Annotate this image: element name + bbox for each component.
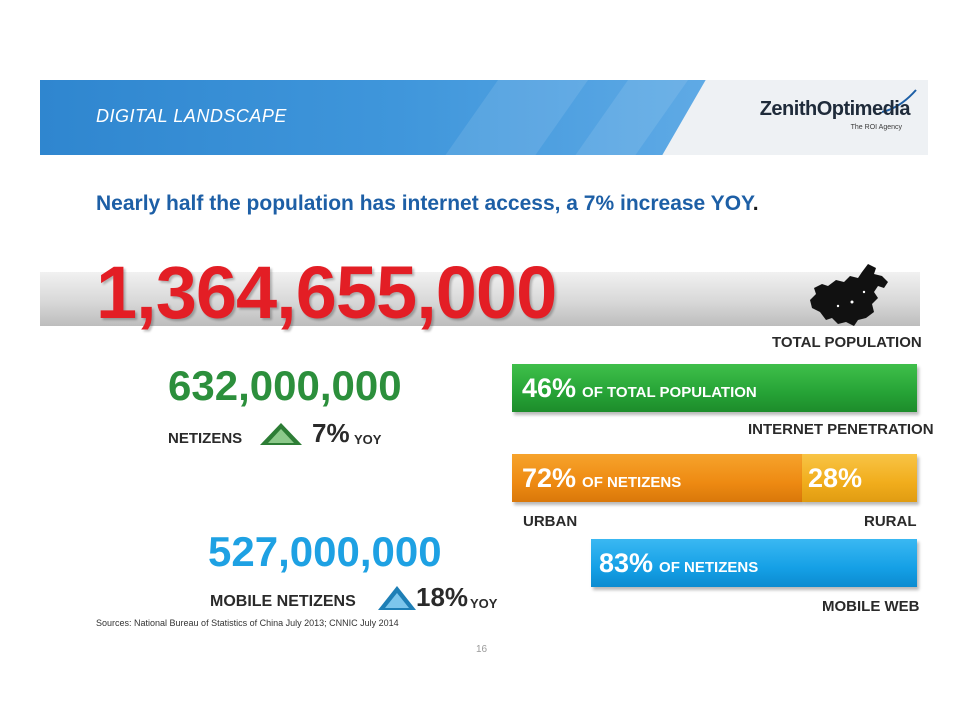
urban-bar: 72% OF NETIZENS	[512, 454, 802, 502]
number-band	[40, 272, 920, 326]
urban-value: 72%	[522, 463, 577, 493]
netizens-label: NETIZENS	[168, 430, 243, 447]
logo-tagline: The ROI Agency	[850, 124, 902, 131]
internet-penetration-bar: 46% OF TOTAL POPULATION	[512, 364, 917, 412]
urban-label: URBAN	[523, 513, 578, 530]
logo-panel	[728, 80, 928, 155]
up-triangle-icon	[260, 423, 302, 445]
logo-swoosh-icon	[881, 89, 917, 113]
rural-label: RURAL	[864, 513, 917, 530]
up-triangle-icon	[378, 586, 416, 610]
mobile-netizens-number: 527,000,000	[208, 528, 442, 575]
mobile-web-text: OF NETIZENS	[659, 559, 759, 576]
china-map-icon	[810, 264, 888, 326]
headline: Nearly half the population has internet …	[96, 192, 759, 216]
mobile-web-label: MOBILE WEB	[822, 598, 920, 615]
section-title: DIGITAL LANDSCAPE	[96, 106, 287, 126]
mobile-web-value: 83%	[599, 548, 654, 578]
mobile-web-bar: 83% OF NETIZENS	[591, 539, 917, 587]
urban-bar-text: 72% OF NETIZENS	[522, 463, 681, 494]
rural-bar: 28%	[802, 454, 917, 502]
mobile-netizens-label: MOBILE NETIZENS	[210, 593, 356, 610]
total-population-label: TOTAL POPULATION	[772, 334, 922, 351]
logo-name: ZenithOptimedia	[759, 98, 911, 120]
headline-text: Nearly half the population has internet …	[96, 192, 753, 215]
mobile-netizens-change-unit: YOY	[470, 596, 498, 611]
rural-bar-text: 28%	[808, 463, 862, 494]
banner-stripe	[434, 80, 596, 155]
netizens-change: 7%	[312, 418, 350, 448]
page-number: 16	[476, 644, 488, 655]
internet-penetration-value: 46%	[522, 373, 577, 403]
rural-value: 28%	[808, 463, 863, 493]
sources-note: Sources: National Bureau of Statistics o…	[96, 618, 399, 628]
mobile-netizens-change: 18%	[416, 582, 469, 612]
headline-period: .	[752, 192, 759, 215]
header-banner: DIGITAL LANDSCAPE ZenithOptimedia The RO…	[40, 80, 928, 155]
mobile-web-bar-text: 83% OF NETIZENS	[599, 548, 758, 579]
internet-penetration-label: INTERNET PENETRATION	[748, 421, 934, 438]
total-population-number: 1,364,655,000	[96, 251, 557, 334]
internet-penetration-bar-text: 46% OF TOTAL POPULATION	[522, 373, 757, 404]
internet-penetration-text: OF TOTAL POPULATION	[582, 384, 757, 401]
urban-text: OF NETIZENS	[582, 474, 682, 491]
netizens-change-unit: YOY	[354, 432, 382, 447]
netizens-number: 632,000,000	[168, 362, 402, 409]
